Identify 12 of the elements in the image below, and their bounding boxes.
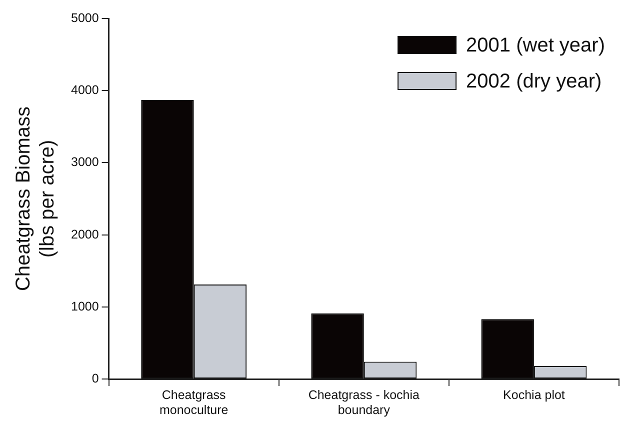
y-tick-label: 5000 (70, 10, 99, 25)
legend-label: 2002 (dry year) (466, 70, 602, 93)
x-tick-label: Kochia plot (503, 388, 566, 402)
y-tick-label: 1000 (70, 299, 99, 314)
x-tick-label: Cheatgrass - kochia boundary (308, 388, 420, 417)
y-tick-label: 0 (92, 371, 99, 386)
y-tick-label: 2000 (70, 227, 99, 242)
x-tick-label: Cheatgrass monoculture (159, 388, 228, 417)
y-axis-title: Cheatgrass Biomass (lbs per acre) (12, 106, 59, 292)
legend-label: 2001 (wet year) (466, 34, 606, 57)
y-tick-label: 4000 (70, 83, 99, 98)
y-tick-label: 3000 (70, 155, 99, 170)
